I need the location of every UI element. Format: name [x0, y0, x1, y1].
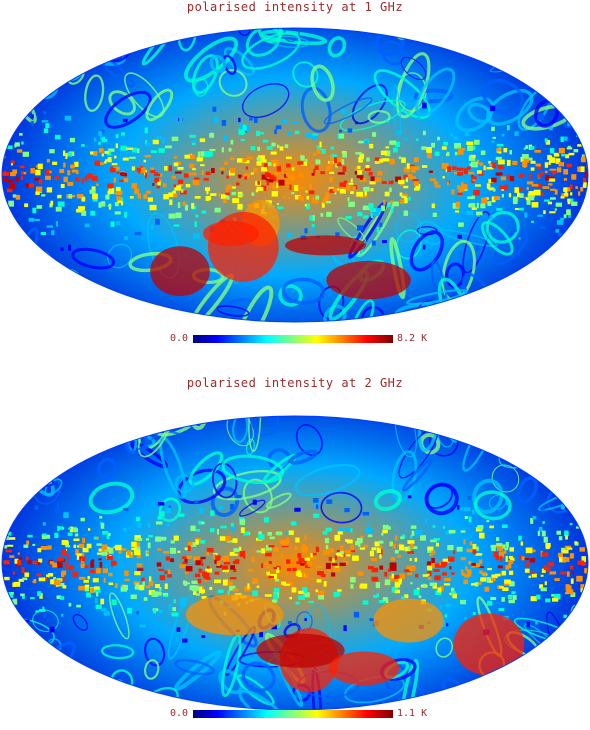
colorbar-min-label: 0.0 — [170, 708, 188, 719]
map-panel-1ghz: polarised intensity at 1 GHz 0.0 8.2 K — [0, 0, 590, 350]
colorbar — [193, 335, 393, 343]
mollweide-map — [0, 400, 590, 730]
colorbar-max-label: 1.1 K — [397, 708, 427, 719]
mollweide-map — [0, 12, 590, 342]
map-panel-2ghz: polarised intensity at 2 GHz 0.0 1.1 K — [0, 370, 590, 719]
map-title: polarised intensity at 2 GHz — [0, 376, 590, 390]
colorbar-min-label: 0.0 — [170, 333, 188, 344]
colorbar-max-label: 8.2 K — [397, 333, 427, 344]
colorbar — [193, 710, 393, 718]
